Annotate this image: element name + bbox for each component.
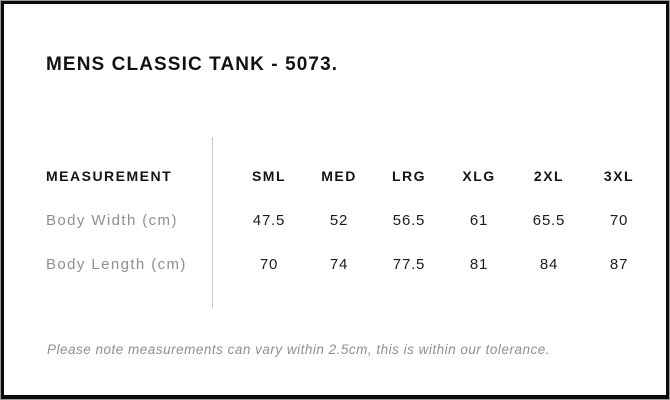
column-header-xlg: XLG — [462, 168, 496, 184]
cell-body-length-lrg: 77.5 — [392, 255, 426, 273]
table-row-body-width: Body Width (cm) 47.5 52 56.5 61 65.5 70 — [46, 198, 657, 242]
cell-body-length-sml: 70 — [259, 255, 279, 273]
table-header-row: MEASUREMENT SML MED LRG XLG 2XL 3XL — [46, 154, 657, 198]
cell-body-length-3xl: 87 — [609, 255, 629, 273]
cell-body-width-xlg: 61 — [469, 211, 489, 229]
column-header-3xl: 3XL — [603, 168, 635, 184]
cell-body-length-med: 74 — [329, 255, 349, 273]
row-label-body-length: Body Length (cm) — [46, 255, 187, 273]
cell-body-width-med: 52 — [329, 211, 349, 229]
cell-body-width-lrg: 56.5 — [392, 211, 426, 229]
cell-body-width-2xl: 65.5 — [532, 211, 566, 229]
table-column-divider — [212, 137, 213, 308]
cell-body-width-3xl: 70 — [609, 211, 629, 229]
table-row-body-length: Body Length (cm) 70 74 77.5 81 84 87 — [46, 242, 657, 286]
tolerance-note: Please note measurements can vary within… — [47, 342, 550, 357]
column-header-lrg: LRG — [391, 168, 427, 184]
column-header-sml: SML — [251, 168, 287, 184]
page-title: MENS CLASSIC TANK - 5073. — [46, 54, 339, 75]
row-label-body-width: Body Width (cm) — [46, 211, 178, 229]
cell-body-width-sml: 47.5 — [252, 211, 286, 229]
cell-body-length-xlg: 81 — [469, 255, 489, 273]
cell-body-length-2xl: 84 — [539, 255, 559, 273]
column-header-measurement: MEASUREMENT — [46, 168, 173, 184]
size-chart-table: MEASUREMENT SML MED LRG XLG 2XL 3XL Body… — [46, 137, 657, 308]
column-header-med: MED — [321, 168, 357, 184]
column-header-2xl: 2XL — [533, 168, 565, 184]
